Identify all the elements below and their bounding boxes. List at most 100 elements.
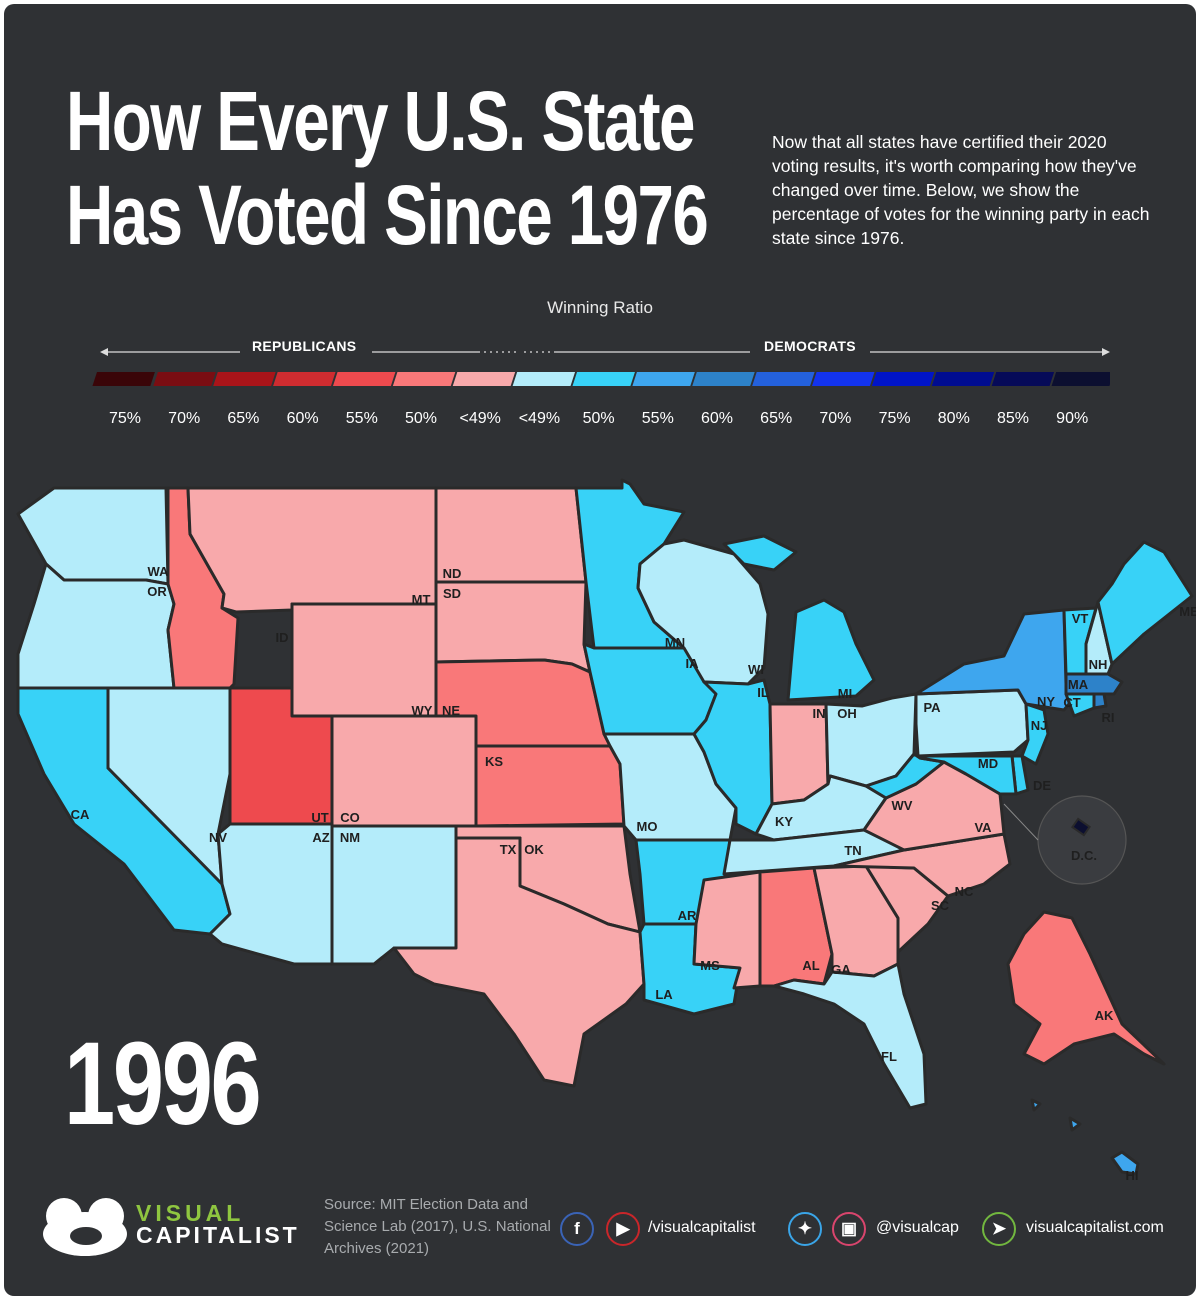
legend-tick-label: 65%: [227, 410, 260, 427]
legend-swatch: [991, 372, 1055, 386]
state-label-ks: KS: [485, 754, 503, 769]
state-label-ct: CT: [1063, 695, 1080, 710]
state-nm[interactable]: [330, 824, 458, 966]
state-label-wi: WI: [748, 662, 764, 677]
state-label-ia: IA: [686, 656, 700, 671]
state-mt[interactable]: [186, 486, 438, 614]
legend-tick-label: 60%: [700, 410, 734, 427]
state-label-il: IL: [757, 685, 769, 700]
state-nh[interactable]: [1084, 600, 1114, 676]
state-md[interactable]: [916, 754, 1018, 796]
state-il[interactable]: [692, 678, 774, 836]
intro-text: Now that all states have certified their…: [772, 132, 1150, 248]
dc-inset: [1037, 795, 1127, 885]
year-label: 1996: [64, 1018, 262, 1150]
legend-swatch: [392, 372, 456, 386]
youtube-handle[interactable]: /visualcapitalist: [648, 1219, 756, 1236]
legend-tick-label: 90%: [1056, 410, 1089, 427]
state-label-ar: AR: [678, 908, 697, 923]
state-label-ms: MS: [700, 958, 720, 973]
state-nj[interactable]: [1020, 702, 1050, 766]
legend-tick-label: 50%: [404, 410, 438, 427]
state-ri[interactable]: [1092, 692, 1108, 710]
state-dc.[interactable]: [1071, 817, 1091, 837]
state-label-ok: OK: [524, 842, 544, 857]
cursor-icon[interactable]: ➤: [982, 1212, 1016, 1246]
state-label-ak: AK: [1095, 1008, 1114, 1023]
state-label-az: AZ: [312, 830, 329, 845]
legend-republicans-label: REPUBLICANS: [252, 338, 357, 354]
state-label-wv: WV: [892, 798, 913, 813]
title-line-1: How Every U.S. State: [66, 74, 695, 168]
legend-swatch: [871, 372, 935, 386]
state-label-nv: NV: [209, 830, 227, 845]
state-wy[interactable]: [290, 602, 438, 718]
state-label-mi: MI: [838, 686, 852, 701]
state-or[interactable]: [16, 562, 176, 690]
state-mi[interactable]: [722, 534, 876, 702]
state-label-sc: SC: [931, 898, 950, 913]
state-label-ny: NY: [1037, 694, 1055, 709]
website-link[interactable]: visualcapitalist.com: [1026, 1219, 1164, 1236]
instagram-icon[interactable]: ▣: [832, 1212, 866, 1246]
brand-line-1: VISUAL: [136, 1200, 245, 1226]
youtube-icon[interactable]: ▶: [606, 1212, 640, 1246]
source-note: Source: MIT Election Data and Science La…: [324, 1196, 551, 1257]
state-label-nh: NH: [1089, 657, 1108, 672]
state-ma[interactable]: [1064, 672, 1124, 696]
state-label-al: AL: [802, 958, 819, 973]
state-label-ma: MA: [1068, 677, 1089, 692]
state-label-mt: MT: [412, 592, 431, 607]
legend-democrats-label: DEMOCRATS: [764, 338, 856, 354]
state-label-co: CO: [340, 810, 360, 825]
legend-color-scale: [92, 372, 1110, 386]
legend-tick-label: 75%: [108, 410, 142, 427]
state-label-id: ID: [276, 630, 289, 645]
facebook-icon[interactable]: f: [560, 1212, 594, 1246]
state-label-sd: SD: [443, 586, 461, 601]
legend-swatch: [1051, 372, 1110, 386]
state-label-mo: MO: [637, 819, 658, 834]
legend-tick-label: 75%: [878, 410, 911, 427]
state-label-tn: TN: [844, 843, 861, 858]
state-label-vt: VT: [1072, 611, 1089, 626]
legend-tick-label: 55%: [345, 410, 378, 427]
twitter-icon[interactable]: ✦: [788, 1212, 822, 1246]
state-label-dc.: D.C.: [1071, 848, 1097, 863]
state-me[interactable]: [1096, 540, 1194, 666]
legend-tick-label: 65%: [760, 410, 793, 427]
legend-arrows: [100, 348, 1110, 356]
legend-tick-label: <49%: [518, 410, 561, 427]
state-label-tx: TX: [500, 842, 517, 857]
legend-tick-label: 70%: [168, 410, 201, 427]
legend-swatch: [452, 372, 516, 386]
state-label-wy: WY: [412, 703, 433, 718]
state-label-ri: RI: [1102, 710, 1115, 725]
state-label-me: ME: [1179, 604, 1196, 619]
state-wa[interactable]: [16, 486, 170, 586]
state-label-ne: NE: [442, 703, 460, 718]
state-fl[interactable]: [772, 962, 928, 1110]
page-title: How Every U.S. State Has Voted Since 197…: [66, 74, 709, 262]
legend-tick-label: <49%: [459, 410, 501, 427]
state-label-ga: GA: [831, 962, 851, 977]
brand-line-2: CAPITALIST: [136, 1222, 300, 1248]
legend-title: Winning Ratio: [547, 298, 653, 317]
twitter-handle[interactable]: @visualcap: [876, 1219, 959, 1236]
legend-swatch: [632, 372, 695, 386]
state-hi[interactable]: [1030, 1098, 1140, 1176]
state-label-or: OR: [147, 584, 167, 599]
state-az[interactable]: [208, 822, 334, 966]
visual-capitalist-logo: [43, 1198, 127, 1256]
legend-swatch: [153, 372, 216, 386]
state-label-md: MD: [978, 756, 998, 771]
state-ak[interactable]: [1006, 910, 1166, 1066]
legend-swatch: [931, 372, 995, 386]
state-label-ky: KY: [775, 814, 793, 829]
legend-swatch: [332, 372, 396, 386]
state-label-de: DE: [1033, 778, 1051, 793]
state-label-la: LA: [655, 987, 673, 1002]
infographic-frame: How Every U.S. State Has Voted Since 197…: [4, 4, 1196, 1296]
state-tx[interactable]: [392, 836, 646, 1088]
